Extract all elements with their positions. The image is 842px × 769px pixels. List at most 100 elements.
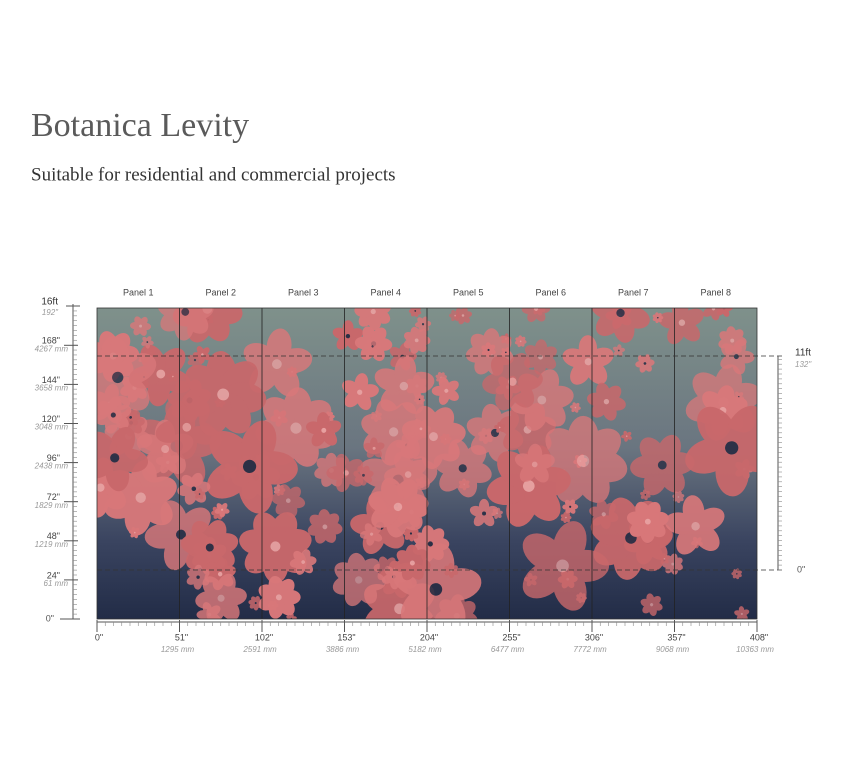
petal bbox=[563, 517, 568, 524]
flower-center bbox=[519, 340, 522, 343]
petal bbox=[514, 340, 521, 345]
flower-center bbox=[644, 494, 647, 496]
flower-center bbox=[193, 358, 197, 362]
flower bbox=[658, 553, 670, 564]
petal bbox=[406, 456, 428, 477]
petal bbox=[158, 348, 186, 377]
flower-center bbox=[496, 512, 498, 515]
flower-center bbox=[644, 518, 651, 525]
ruler-label: 168" bbox=[42, 336, 60, 346]
petal bbox=[195, 493, 201, 499]
ruler-label: 153" bbox=[337, 632, 355, 642]
flower bbox=[658, 308, 704, 345]
flower-center bbox=[677, 496, 680, 498]
flower-center bbox=[444, 388, 449, 393]
flower-center bbox=[110, 412, 116, 418]
flower-center bbox=[429, 432, 438, 442]
flower-center bbox=[534, 308, 538, 311]
petal bbox=[495, 381, 518, 411]
petal bbox=[394, 558, 413, 572]
petal bbox=[735, 391, 740, 397]
flower bbox=[410, 419, 432, 439]
flower-center bbox=[217, 388, 230, 401]
flower-center bbox=[584, 358, 592, 366]
flower-center bbox=[355, 576, 363, 584]
flower-center bbox=[650, 603, 654, 607]
petal bbox=[664, 512, 696, 535]
flower bbox=[306, 412, 342, 447]
flower bbox=[364, 339, 381, 354]
flower bbox=[332, 552, 386, 607]
flower bbox=[640, 489, 651, 501]
petal bbox=[541, 385, 574, 409]
flower bbox=[408, 308, 422, 318]
flower-center bbox=[625, 435, 628, 437]
flower-center bbox=[271, 359, 282, 369]
flower bbox=[481, 342, 496, 358]
petal bbox=[239, 529, 276, 556]
flower-center bbox=[357, 389, 363, 395]
flower bbox=[522, 521, 610, 611]
petal bbox=[417, 317, 424, 325]
petal bbox=[381, 477, 404, 508]
ruler-sub: 1219 mm bbox=[35, 540, 69, 549]
petal bbox=[334, 562, 360, 584]
petal bbox=[488, 344, 496, 351]
flower bbox=[494, 421, 505, 433]
flower-center bbox=[389, 427, 399, 437]
ruler-label: 0" bbox=[95, 632, 103, 642]
title: Botanica Levity bbox=[31, 107, 249, 144]
flower-center bbox=[663, 558, 666, 560]
petal bbox=[133, 532, 138, 539]
flower bbox=[521, 308, 551, 322]
petal bbox=[371, 346, 378, 354]
petal bbox=[141, 340, 148, 346]
flower-center bbox=[181, 308, 190, 316]
petal bbox=[435, 568, 482, 601]
flower-center bbox=[172, 375, 174, 378]
flower-center bbox=[419, 427, 423, 431]
flower-center bbox=[691, 521, 700, 531]
petal bbox=[648, 604, 657, 616]
petal bbox=[354, 373, 369, 393]
ruler-sub: 3886 mm bbox=[326, 645, 360, 654]
flower-center bbox=[657, 460, 667, 470]
flower bbox=[180, 520, 239, 577]
ruler-sub: 4267 mm bbox=[35, 344, 69, 353]
flower-center bbox=[404, 471, 412, 478]
flower bbox=[621, 430, 632, 442]
flower bbox=[167, 370, 179, 382]
flower-center bbox=[671, 562, 675, 566]
flower-center bbox=[576, 454, 590, 468]
petal bbox=[534, 339, 548, 358]
petal bbox=[613, 350, 620, 356]
flower-center bbox=[730, 338, 735, 343]
flower-center bbox=[301, 560, 306, 564]
flower-center bbox=[711, 308, 716, 311]
flower-center bbox=[678, 319, 686, 326]
petal bbox=[469, 505, 485, 517]
flower-center bbox=[616, 308, 625, 318]
panel-label: Panel 7 bbox=[618, 287, 649, 297]
flower bbox=[652, 312, 664, 324]
petal bbox=[658, 312, 683, 329]
ruler-sub: 5182 mm bbox=[408, 645, 442, 654]
petal bbox=[504, 347, 510, 353]
flower bbox=[612, 344, 626, 357]
petal bbox=[97, 411, 114, 426]
petal bbox=[499, 427, 505, 433]
petal bbox=[268, 597, 285, 619]
petal bbox=[440, 372, 445, 378]
flower bbox=[97, 426, 149, 492]
petal bbox=[286, 486, 301, 502]
petal bbox=[344, 390, 362, 408]
ruler-sub: 3048 mm bbox=[35, 423, 69, 432]
ruler-label: 96" bbox=[47, 453, 60, 463]
flower-center bbox=[182, 422, 192, 432]
ruler-sub: 3658 mm bbox=[35, 384, 69, 393]
petal bbox=[693, 523, 720, 552]
flower-center bbox=[603, 398, 610, 405]
flower-center bbox=[429, 583, 443, 596]
flower bbox=[630, 434, 695, 496]
flower-center bbox=[414, 338, 419, 343]
